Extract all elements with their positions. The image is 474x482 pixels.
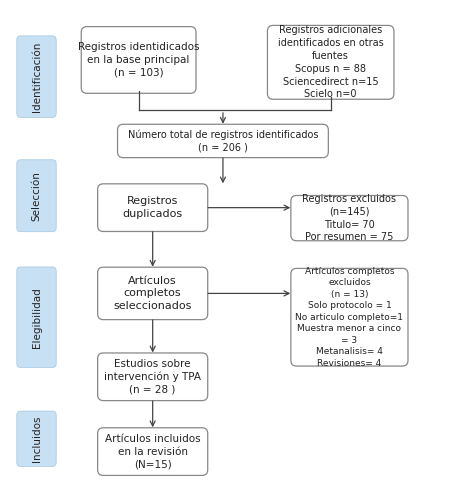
Text: Selección: Selección xyxy=(31,171,42,221)
FancyBboxPatch shape xyxy=(98,428,208,475)
Text: Elegibilidad: Elegibilidad xyxy=(31,287,42,348)
Text: Registros identidicados
en la base principal
(n = 103): Registros identidicados en la base princ… xyxy=(78,42,200,78)
FancyBboxPatch shape xyxy=(17,267,56,367)
Text: Artículos completos
excluidos
(n = 13)
Solo protocolo = 1
No articulo completo=1: Artículos completos excluidos (n = 13) S… xyxy=(295,267,403,368)
FancyBboxPatch shape xyxy=(291,196,408,241)
FancyBboxPatch shape xyxy=(98,184,208,231)
FancyBboxPatch shape xyxy=(98,267,208,320)
FancyBboxPatch shape xyxy=(98,353,208,401)
FancyBboxPatch shape xyxy=(81,27,196,94)
Text: Registros
duplicados: Registros duplicados xyxy=(123,196,183,219)
FancyBboxPatch shape xyxy=(17,160,56,232)
Text: Número total de registros identificados
(n = 206 ): Número total de registros identificados … xyxy=(128,129,318,153)
Text: Registros excluidos
(n=145)
Titulo= 70
Por resumen = 75: Registros excluidos (n=145) Titulo= 70 P… xyxy=(302,194,396,242)
Text: Identificación: Identificación xyxy=(31,41,42,112)
FancyBboxPatch shape xyxy=(291,268,408,366)
FancyBboxPatch shape xyxy=(118,124,328,158)
Text: Registros adicionales
identificados en otras
fuentes
Scopus n = 88
Sciencedirect: Registros adicionales identificados en o… xyxy=(278,26,383,99)
Text: Artículos incluidos
en la revisión
(N=15): Artículos incluidos en la revisión (N=15… xyxy=(105,434,201,469)
FancyBboxPatch shape xyxy=(17,36,56,117)
FancyBboxPatch shape xyxy=(267,26,394,99)
Text: Estudios sobre
intervención y TPA
(n = 28 ): Estudios sobre intervención y TPA (n = 2… xyxy=(104,359,201,395)
FancyBboxPatch shape xyxy=(17,411,56,467)
Text: Artículos
completos
seleccionados: Artículos completos seleccionados xyxy=(113,276,192,311)
Text: Incluidos: Incluidos xyxy=(31,415,42,462)
